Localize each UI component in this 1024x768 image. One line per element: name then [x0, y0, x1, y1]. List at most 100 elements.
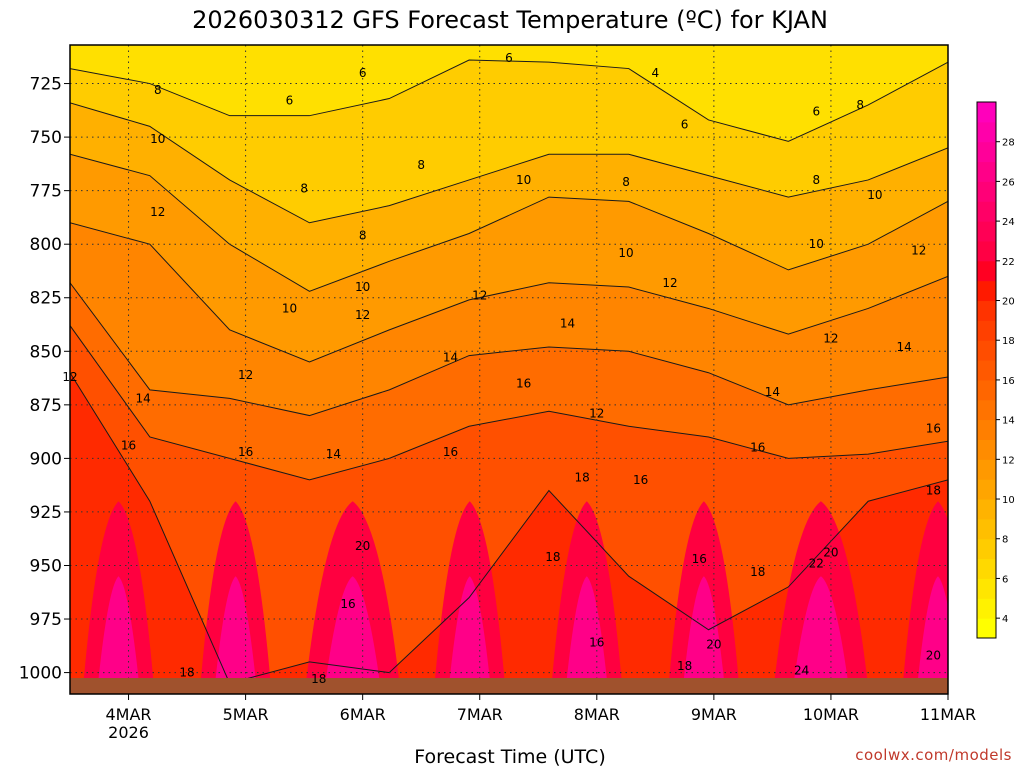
x-axis-label: Forecast Time (UTC): [414, 746, 605, 768]
colorbar-swatch: [977, 419, 996, 440]
contour-label: 16: [121, 439, 136, 453]
contour-label: 6: [286, 94, 294, 108]
contour-label: 16: [238, 445, 253, 459]
contour-label: 12: [911, 244, 926, 258]
contour-label: 18: [750, 565, 765, 579]
colorbar-swatch: [977, 181, 996, 202]
x-tick-label: 4MAR: [106, 705, 152, 724]
contour-label: 6: [505, 51, 513, 65]
temperature-fill-layer: [70, 45, 948, 694]
contour-label: 16: [750, 441, 765, 455]
contour-label: 8: [856, 98, 864, 112]
isotherm-10: [70, 153, 948, 292]
x-tick-label: 7MAR: [457, 705, 503, 724]
colorbar-swatch: [977, 260, 996, 282]
colorbar-swatch: [977, 201, 996, 222]
isotherm-18: [70, 372, 948, 684]
site-credit: coolwx.com/models: [855, 746, 1012, 764]
x-axis: 4MAR 5MAR 6MAR 7MAR 8MAR 9MAR 10MAR 11MAR: [106, 694, 976, 724]
y-tick-label: 825: [30, 289, 62, 309]
contour-label: 8: [359, 229, 367, 243]
contour-label: 20: [926, 648, 941, 662]
colorbar-swatch: [977, 518, 996, 540]
y-tick-label: 900: [30, 449, 62, 469]
colorbar-tick-label: 16: [1002, 376, 1015, 387]
contour-label: 16: [443, 445, 458, 459]
contour-label: 14: [765, 385, 780, 399]
contour-label: 12: [662, 276, 677, 290]
colorbar-swatch: [977, 439, 996, 460]
colorbar-swatch: [977, 240, 996, 262]
contour-label: 6: [681, 117, 689, 131]
colorbar-tick-label: 12: [1002, 455, 1015, 466]
contour-label: 14: [136, 391, 151, 405]
hot-lobe: [916, 576, 948, 694]
colorbar-swatch: [977, 459, 996, 480]
colorbar-swatch: [977, 102, 996, 123]
colorbar-swatch: [977, 360, 996, 381]
isotherm-14: [70, 282, 948, 417]
contour-label: 10: [355, 280, 370, 294]
colorbar-tick-label: 4: [1002, 614, 1008, 625]
contour-label: 18: [926, 484, 941, 498]
colorbar-swatch: [977, 300, 996, 321]
colorbar-tick-label: 28: [1002, 138, 1015, 149]
contour-label: 24: [794, 663, 809, 677]
contour-label: 12: [823, 331, 838, 345]
contour-label: 12: [150, 205, 165, 219]
contour-label: 16: [633, 473, 648, 487]
contour-label: 12: [472, 289, 487, 303]
x-tick-label: 8MAR: [574, 705, 620, 724]
contour-label: 8: [417, 158, 425, 172]
hot-lobe: [96, 576, 141, 694]
contour-label: 4: [652, 66, 660, 80]
contour-label: 14: [443, 351, 458, 365]
colorbar-tick-label: 14: [1002, 416, 1015, 427]
y-tick-label: 850: [30, 342, 62, 362]
colorbar-tick-label: 26: [1002, 177, 1015, 188]
contour-label-layer: 4 6 6 6 6 6 8 8 8 8 8 8 8 10 10 10 10 10 10 10 12 12 12 12 12 12 1…: [62, 51, 941, 686]
contour-label: 12: [589, 406, 604, 420]
colorbar-swatch: [977, 340, 996, 361]
contour-label: 8: [622, 175, 630, 189]
x-tick-label: 9MAR: [691, 705, 737, 724]
contour-label: 8: [300, 182, 308, 196]
colorbar-swatch: [977, 221, 996, 242]
contour-label: 18: [179, 666, 194, 680]
colorbar-tick-label: 22: [1002, 257, 1015, 268]
hot-lobe: [792, 576, 850, 694]
contour-label: 14: [560, 316, 575, 330]
contour-label: 14: [326, 447, 341, 461]
contour-label: 18: [575, 471, 590, 485]
chart-title: 2026030312 GFS Forecast Temperature (ºC)…: [192, 6, 828, 34]
colorbar-swatch: [977, 499, 996, 520]
contour-label: 8: [154, 83, 162, 97]
ground-surface: [70, 678, 948, 694]
y-tick-label: 800: [30, 235, 62, 255]
contour-label: 16: [340, 597, 355, 611]
y-tick-label: 950: [30, 556, 62, 576]
plot-frame: [69, 44, 949, 695]
contour-label: 10: [867, 188, 882, 202]
contour-label: 20: [706, 638, 721, 652]
hot-lobe: [214, 576, 258, 694]
contour-label: 14: [896, 340, 911, 354]
contour-label: 10: [150, 132, 165, 146]
hot-lobe: [448, 576, 492, 694]
contour-label: 18: [311, 672, 326, 686]
colorbar-swatch: [977, 379, 996, 401]
contour-label: 18: [545, 550, 560, 564]
contour-label: 10: [516, 173, 531, 187]
isotherm-layer: [70, 59, 948, 684]
contour-label: 20: [355, 539, 370, 553]
y-tick-label: 725: [30, 75, 62, 95]
x-tick-label: 11MAR: [920, 705, 976, 724]
y-tick-label: 750: [30, 128, 62, 148]
hot-lobe: [565, 576, 609, 694]
contour-label: 10: [809, 237, 824, 251]
x-year-label: 2026: [108, 723, 149, 742]
colorbar-frame: [976, 101, 997, 639]
colorbar-swatch: [977, 280, 996, 302]
isotherm-12: [70, 222, 948, 363]
grid-layer: [70, 45, 948, 694]
